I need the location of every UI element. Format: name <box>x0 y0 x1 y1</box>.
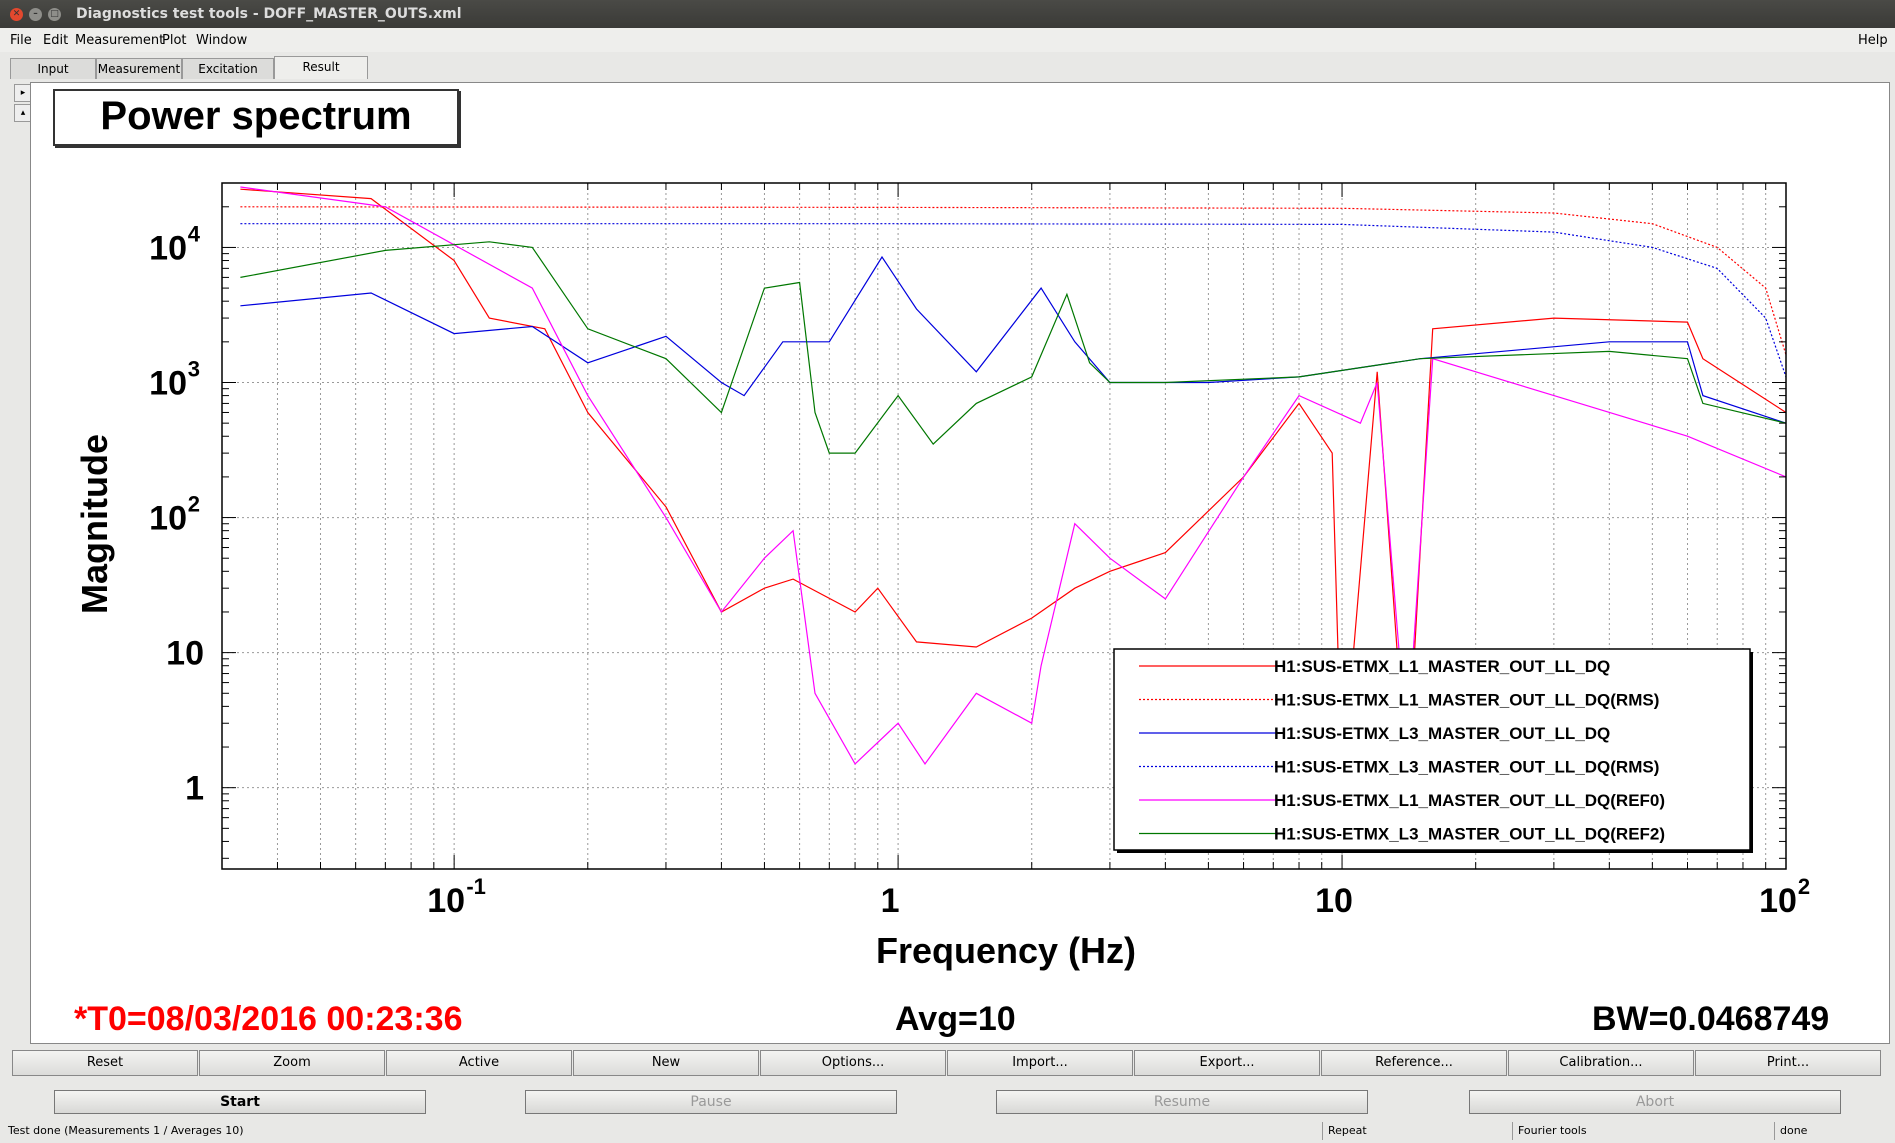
plot-title: Power spectrum <box>53 89 459 146</box>
tab-measurement[interactable]: Measurement <box>96 58 182 79</box>
x-tick-exponent: -1 <box>466 874 486 899</box>
y-tick-label: 1 <box>185 770 204 808</box>
status-message: Test done (Measurements 1 / Averages 10) <box>8 1124 244 1137</box>
series-line-2 <box>240 255 1787 424</box>
options-button[interactable]: Options... <box>760 1050 946 1076</box>
tab-excitation[interactable]: Excitation <box>182 58 274 79</box>
y-axis-label: Magnitude <box>74 434 115 614</box>
start-button[interactable]: Start <box>54 1090 426 1114</box>
y-tick-label: 10 <box>149 500 187 538</box>
abort-button[interactable]: Abort <box>1469 1090 1841 1114</box>
window-titlebar: ✕ – □ Diagnostics test tools - DOFF_MAST… <box>0 0 1895 28</box>
zoom-button[interactable]: Zoom <box>199 1050 385 1076</box>
y-tick-exponent: 2 <box>188 492 200 517</box>
x-axis-label: Frequency (Hz) <box>876 930 1136 971</box>
legend-label: H1:SUS-ETMX_L3_MASTER_OUT_LL_DQ(RMS) <box>1274 758 1659 777</box>
series-line-0 <box>240 188 1787 788</box>
x-tick-label: 10 <box>1315 882 1353 920</box>
y-tick-exponent: 4 <box>188 221 201 246</box>
import-button[interactable]: Import... <box>947 1050 1133 1076</box>
tab-bar: Input Measurement Excitation Result <box>0 52 1895 80</box>
control-button-row: Start Pause Resume Abort <box>0 1090 1895 1118</box>
x-tick-label: 10 <box>427 882 465 920</box>
export-button[interactable]: Export... <box>1134 1050 1320 1076</box>
series-line-4 <box>240 186 1787 765</box>
y-tick-exponent: 3 <box>188 357 200 382</box>
y-tick-label: 10 <box>166 635 204 673</box>
window-title: Diagnostics test tools - DOFF_MASTER_OUT… <box>76 6 462 22</box>
status-fourier: Fourier tools <box>1518 1124 1587 1137</box>
menu-plot[interactable]: Plot <box>162 33 187 48</box>
bw-label: BW=0.0468749 <box>1592 1000 1830 1038</box>
maximize-window-icon[interactable]: □ <box>48 8 61 21</box>
y-tick-label: 10 <box>149 365 187 403</box>
close-window-icon[interactable]: ✕ <box>10 8 23 21</box>
x-tick-label: 1 <box>881 882 900 920</box>
legend-box <box>1113 648 1751 851</box>
menu-measurement[interactable]: Measurement <box>75 33 165 48</box>
active-button[interactable]: Active <box>386 1050 572 1076</box>
new-button[interactable]: New <box>573 1050 759 1076</box>
resume-button[interactable]: Resume <box>996 1090 1368 1114</box>
status-separator <box>1512 1122 1513 1140</box>
menu-edit[interactable]: Edit <box>43 33 69 48</box>
plot-pad[interactable]: 10 -1 1 10 10 2 10 4 10 3 10 2 10 1 Frequency (Hz) Magn… <box>30 82 1890 1044</box>
plot-side-bar <box>10 82 30 1042</box>
reference-button[interactable]: Reference... <box>1321 1050 1507 1076</box>
x-tick-label: 10 <box>1759 882 1797 920</box>
pause-button[interactable]: Pause <box>525 1090 897 1114</box>
menu-window[interactable]: Window <box>196 33 248 48</box>
legend-label: H1:SUS-ETMX_L3_MASTER_OUT_LL_DQ <box>1274 724 1610 743</box>
legend-label: H1:SUS-ETMX_L1_MASTER_OUT_LL_DQ(RMS) <box>1274 691 1659 710</box>
plot-frame <box>221 182 1787 870</box>
tab-result[interactable]: Result <box>274 56 368 79</box>
menu-file[interactable]: File <box>10 33 32 48</box>
print-button[interactable]: Print... <box>1695 1050 1881 1076</box>
menu-bar: File Edit Measurement Plot Window Help <box>0 28 1895 53</box>
minimize-window-icon[interactable]: – <box>29 8 42 21</box>
tab-input[interactable]: Input <box>10 58 96 79</box>
legend-label: H1:SUS-ETMX_L1_MASTER_OUT_LL_DQ <box>1274 657 1610 676</box>
status-separator <box>1322 1122 1323 1140</box>
status-separator <box>1774 1122 1775 1140</box>
y-tick-label: 10 <box>149 229 187 267</box>
status-done: done <box>1780 1124 1808 1137</box>
legend-label: H1:SUS-ETMX_L1_MASTER_OUT_LL_DQ(REF0) <box>1274 791 1665 810</box>
series-line-5 <box>240 241 1787 454</box>
t0-label: *T0=08/03/2016 00:23:36 <box>74 1000 463 1038</box>
status-repeat: Repeat <box>1328 1124 1367 1137</box>
x-tick-exponent: 2 <box>1798 874 1810 899</box>
plot-button-row: Reset Zoom Active New Options... Import.… <box>10 1050 1881 1076</box>
menu-help[interactable]: Help <box>1858 33 1888 48</box>
avg-label: Avg=10 <box>895 1000 1016 1038</box>
reset-button[interactable]: Reset <box>12 1050 198 1076</box>
calibration-button[interactable]: Calibration... <box>1508 1050 1694 1076</box>
status-bar: Test done (Measurements 1 / Averages 10)… <box>0 1120 1895 1143</box>
legend-label: H1:SUS-ETMX_L3_MASTER_OUT_LL_DQ(REF2) <box>1274 825 1665 844</box>
